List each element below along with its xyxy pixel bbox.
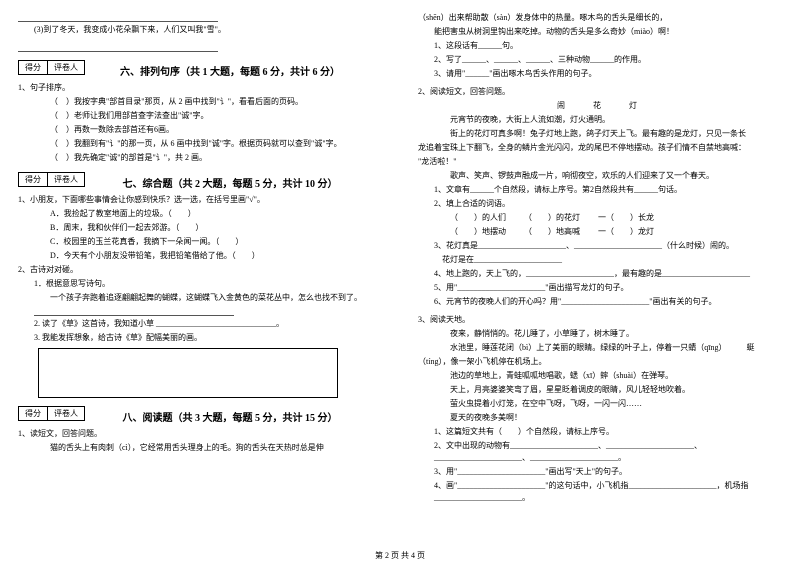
score-box: 得分 评卷人 xyxy=(18,406,85,421)
list-item: （ ）再数一数除去部首还有6画。 xyxy=(18,124,382,136)
para-line: 夜来，静悄悄的。花儿睡了，小草睡了，树木睡了。 xyxy=(418,328,782,340)
q-item: 3、花灯真是______________________、___________… xyxy=(418,240,782,252)
table-row: （ ）的人们 （ ）的花灯 一（ ）长龙 xyxy=(418,212,782,224)
grader-label: 评卷人 xyxy=(48,407,84,420)
cell: 一（ ）龙灯 xyxy=(598,227,654,236)
list-item: （ ）我按字典"部首目录"那页，从 2 画中找到"讠"，看看后面的页码。 xyxy=(18,96,382,108)
para-line: （shēn）出来帮助散（sàn）发身体中的热量。啄木鸟的舌头是细长的， xyxy=(418,12,782,24)
q-label: 3、阅读天地。 xyxy=(418,314,782,326)
q-item: 2、写了______、______、______、三种动物______的作用。 xyxy=(418,54,782,66)
q-item: 4、画"______________________"的这句话中，小飞机指___… xyxy=(418,480,782,504)
passage-title: 闹 花 灯 xyxy=(418,100,782,112)
blank-line xyxy=(34,306,234,316)
q-label: 1、句子排序。 xyxy=(18,82,382,94)
para-line: （tíng），像一架小飞机停在机场上。 xyxy=(418,356,782,368)
q-label: 1、读短文，回答问题。 xyxy=(18,428,382,440)
section-7-title: 七、综合题（共 2 大题，每题 5 分，共计 10 分） xyxy=(78,177,382,192)
list-item: C．校园里的玉兰花真香，我摘下一朵闻一闻。（ ） xyxy=(18,236,382,248)
para-line: 龙追着宝珠上下翻飞，全身的鳞片金光闪闪，龙的尾巴不停地摆动。孩子们情不自禁地高喊… xyxy=(418,142,782,154)
q-text: 猫的舌头上有肉刺（cì），它经常用舌头理身上的毛。狗的舌头在天热时总是伸 xyxy=(18,442,382,454)
blank-line xyxy=(18,12,218,22)
q-item: 2、填上合适的词语。 xyxy=(418,198,782,210)
left-column: (3)到了冬天，我变成小花朵飘下来，人们又叫我"雪"。 得分 评卷人 六、排列句… xyxy=(0,0,400,565)
section-8-title: 八、阅读题（共 3 大题，每题 5 分，共计 15 分） xyxy=(78,411,382,426)
q-text: 一个孩子奔跑着追逐翩翩起舞的蝴蝶，这蝴蝶飞入金黄色的菜花丛中，怎么也找不到了。 xyxy=(18,292,382,304)
section-6-title: 六、排列句序（共 1 大题，每题 6 分，共计 6 分） xyxy=(78,65,382,80)
q-item: 1、这段话有______句。 xyxy=(418,40,782,52)
right-column: （shēn）出来帮助散（sàn）发身体中的热量。啄木鸟的舌头是细长的， 能把害虫… xyxy=(400,0,800,565)
cell: （ ）地摆动 xyxy=(450,227,506,236)
list-item: （ ）老师让我们用部首查字法查出"诚"字。 xyxy=(18,110,382,122)
q-label: 2、阅读短文，回答问题。 xyxy=(418,86,782,98)
page-footer: 第 2 页 共 4 页 xyxy=(0,550,800,561)
q-item: 3、请用"______"画出啄木鸟舌头作用的句子。 xyxy=(418,68,782,80)
q-label: 1、小朋友，下面哪些事情会让你感到快乐？选一选，在括号里画"√"。 xyxy=(18,194,382,206)
q-item: 3、用"______________________"画出写"天上"的句子。 xyxy=(418,466,782,478)
para-line: 天上，月亮婆婆笑弯了眉，星星眨着调皮的眼睛，风儿轻轻地吹着。 xyxy=(418,384,782,396)
table-row: （ ）地摆动 （ ）地高喊 一（ ）龙灯 xyxy=(418,226,782,238)
cell: （ ）的人们 xyxy=(450,213,506,222)
para-line: 能把害虫从树洞里钩出来吃掉。动物的舌头是多么奇妙（miào）啊！ xyxy=(418,26,782,38)
score-box: 得分 评卷人 xyxy=(18,172,85,187)
exam-page: (3)到了冬天，我变成小花朵飘下来，人们又叫我"雪"。 得分 评卷人 六、排列句… xyxy=(0,0,800,565)
score-label: 得分 xyxy=(19,407,48,420)
list-item: A．我捡起了教室地面上的垃圾。（ ） xyxy=(18,208,382,220)
grader-label: 评卷人 xyxy=(48,173,84,186)
list-item: D．今天有个小朋友没带铅笔，我把铅笔借给了他。（ ） xyxy=(18,250,382,262)
list-item: B．周末，我和伙伴们一起去郊游。（ ） xyxy=(18,222,382,234)
score-label: 得分 xyxy=(19,61,48,74)
para-line: "龙活啦！" xyxy=(418,156,782,168)
score-label: 得分 xyxy=(19,173,48,186)
q-item: 1、这篇短文共有（ ）个自然段，请标上序号。 xyxy=(418,426,782,438)
cell: （ ）的花灯 xyxy=(524,213,580,222)
list-item: （ ）我翻到有"讠"的那一页，从 6 画中找到"诚"字。根据页码就可以查到"诚"… xyxy=(18,138,382,150)
cell: （ ）地高喊 xyxy=(524,227,580,236)
q-item: 6、元宵节的夜晚人们的开心吗？用"______________________"… xyxy=(418,296,782,308)
q-label: 2、古诗对对碰。 xyxy=(18,264,382,276)
para-line: 萤火虫提着小灯笼，在空中飞呀，飞呀，一闪一闪…… xyxy=(418,398,782,410)
q-item: 5、用"______________________"画出描写龙灯的句子。 xyxy=(418,282,782,294)
cell: 一（ ）长龙 xyxy=(598,213,654,222)
q-item: 4、地上跑的，天上飞的，______________________，最有趣的是… xyxy=(418,268,782,280)
para-line: 池边的草地上，青蛙呱呱地唱歌，蟋（xī）蟀（shuài）在弹琴。 xyxy=(418,370,782,382)
q-sub: 1．根据意思写诗句。 xyxy=(18,278,382,290)
q-sub: 2. 读了《草》这首诗，我知道小草 ______________________… xyxy=(18,318,382,330)
q-item: 花灯是在______________________ xyxy=(418,254,782,266)
para-line: 歌声、笑声、锣鼓声融成一片，响彻夜空，欢乐的人们迎来了又一个春天。 xyxy=(418,170,782,182)
list-item: （ ）我先确定"诚"的部首是"讠"，共 2 画。 xyxy=(18,152,382,164)
q-item: 1、文章有______个自然段，请标上序号。第2自然段共有______句话。 xyxy=(418,184,782,196)
blank-line xyxy=(18,42,218,52)
q-item: 2、文中出现的动物有______________________、_______… xyxy=(418,440,782,464)
para-line: 夏天的夜晚多美啊！ xyxy=(418,412,782,424)
para-line: 水池里，睡莲花闭（bì）上了美丽的眼睛。绿绿的叶子上，停着一只蜻（qīng） 蜓 xyxy=(418,342,782,354)
score-box: 得分 评卷人 xyxy=(18,60,85,75)
para-line: 元宵节的夜晚，大街上人流如潮，灯火通明。 xyxy=(418,114,782,126)
drawing-box xyxy=(38,348,338,398)
para-line: 街上的花灯可真多啊！兔子灯地上跑，鸽子灯天上飞。最有趣的是龙灯，只见一条长 xyxy=(418,128,782,140)
q-sub: 3. 我能发挥想象，给古诗《草》配幅美丽的画。 xyxy=(18,332,382,344)
grader-label: 评卷人 xyxy=(48,61,84,74)
q-text: (3)到了冬天，我变成小花朵飘下来，人们又叫我"雪"。 xyxy=(18,24,382,36)
